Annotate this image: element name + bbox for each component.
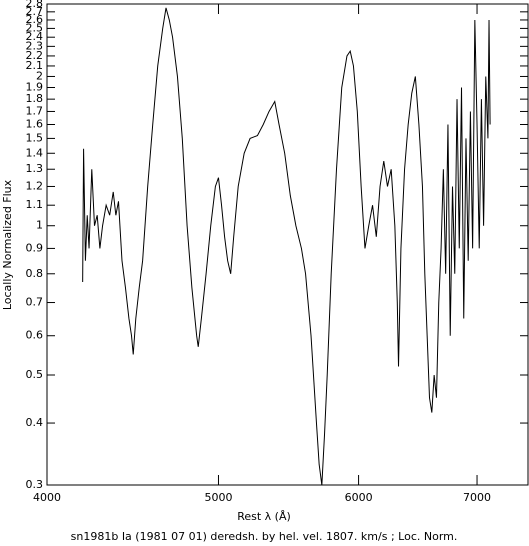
y-tick-label: 2.1	[26, 59, 44, 72]
y-tick-label: 1.7	[26, 104, 44, 117]
y-tick-label: 0.8	[26, 267, 44, 280]
y-tick-label: 0.6	[26, 329, 44, 342]
x-tick-label: 7000	[463, 491, 491, 504]
y-tick-label: 1.5	[26, 131, 44, 144]
x-tick-label: 6000	[345, 491, 373, 504]
y-tick-label: 2.2	[26, 49, 44, 62]
y-tick-label: 1.1	[26, 198, 44, 211]
y-tick-label: 2.3	[26, 39, 44, 52]
spectrum-line	[82, 7, 491, 486]
y-tick-label: 1.6	[26, 118, 44, 131]
y-tick-label: 0.4	[26, 416, 44, 429]
x-axis-label: Rest λ (Å)	[237, 510, 291, 523]
y-tick-label: 1.8	[26, 92, 44, 105]
plot-frame	[46, 3, 529, 486]
x-tick-label: 5000	[204, 491, 232, 504]
y-tick-label: 2.5	[26, 21, 44, 34]
y-tick-label: 1	[36, 219, 43, 232]
y-tick-label: 0.3	[26, 478, 44, 491]
y-axis-label: Locally Normalized Flux	[1, 179, 14, 310]
y-tick-label: 2.6	[26, 13, 44, 26]
y-tick-label: 1.2	[26, 179, 44, 192]
y-tick-label: 1.3	[26, 162, 44, 175]
y-tick-label: 1.9	[26, 81, 44, 94]
y-tick-label: 1.4	[26, 146, 44, 159]
y-tick-label: 2.7	[26, 5, 44, 18]
y-tick-label: 0.9	[26, 241, 44, 254]
y-tick-label: 2.4	[26, 30, 44, 43]
x-tick-label: 4000	[33, 491, 61, 504]
y-tick-label: 0.5	[26, 368, 44, 381]
y-tick-label: 2	[36, 69, 43, 82]
caption: sn1981b Ia (1981 07 01) deredsh. by hel.…	[71, 530, 458, 543]
y-tick-label: 0.7	[26, 296, 44, 309]
y-tick-label: 2.8	[26, 0, 44, 10]
